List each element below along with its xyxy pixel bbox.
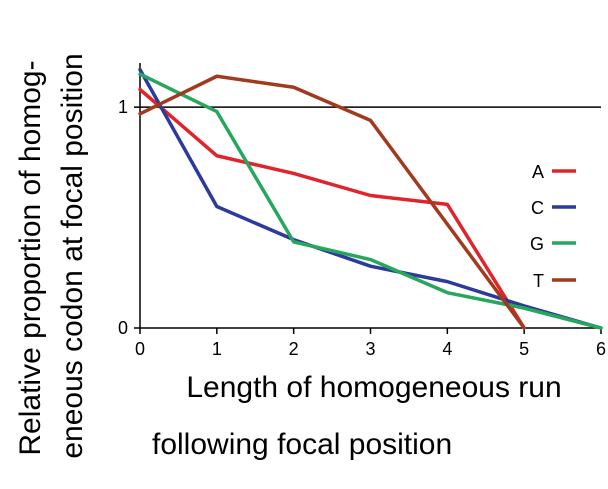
x-tick-label: 5 [519,339,529,359]
series-line-T [138,74,526,330]
series-line-C [138,67,603,330]
x-tick-label: 1 [212,339,222,359]
series-lines [138,67,603,330]
x-tick-label: 4 [442,339,452,359]
y-axis-title-line-2: eneous codon at focal position [56,53,89,458]
x-tick-label: 2 [289,339,299,359]
legend-label-T: T [533,271,544,291]
legend-label-A: A [532,162,544,182]
x-tick-label: 0 [135,339,145,359]
x-tick-label: 6 [596,339,606,359]
series-line-G [138,72,603,330]
x-axis-title-line-1: Length of homogeneous run [186,371,561,404]
x-ticks: 0 1 2 3 4 5 6 [135,328,606,359]
x-tick-label: 3 [365,339,375,359]
y-tick-label: 1 [118,97,128,117]
y-axis-title-line-1: Relative proportion of homog- [14,60,47,455]
legend-label-G: G [530,234,544,254]
series-line-A [138,87,526,330]
legend-label-C: C [531,198,544,218]
y-ticks: 01 [118,97,140,338]
y-tick-label: 0 [118,318,128,338]
x-axis-title-line-2: following focal position [152,428,452,461]
